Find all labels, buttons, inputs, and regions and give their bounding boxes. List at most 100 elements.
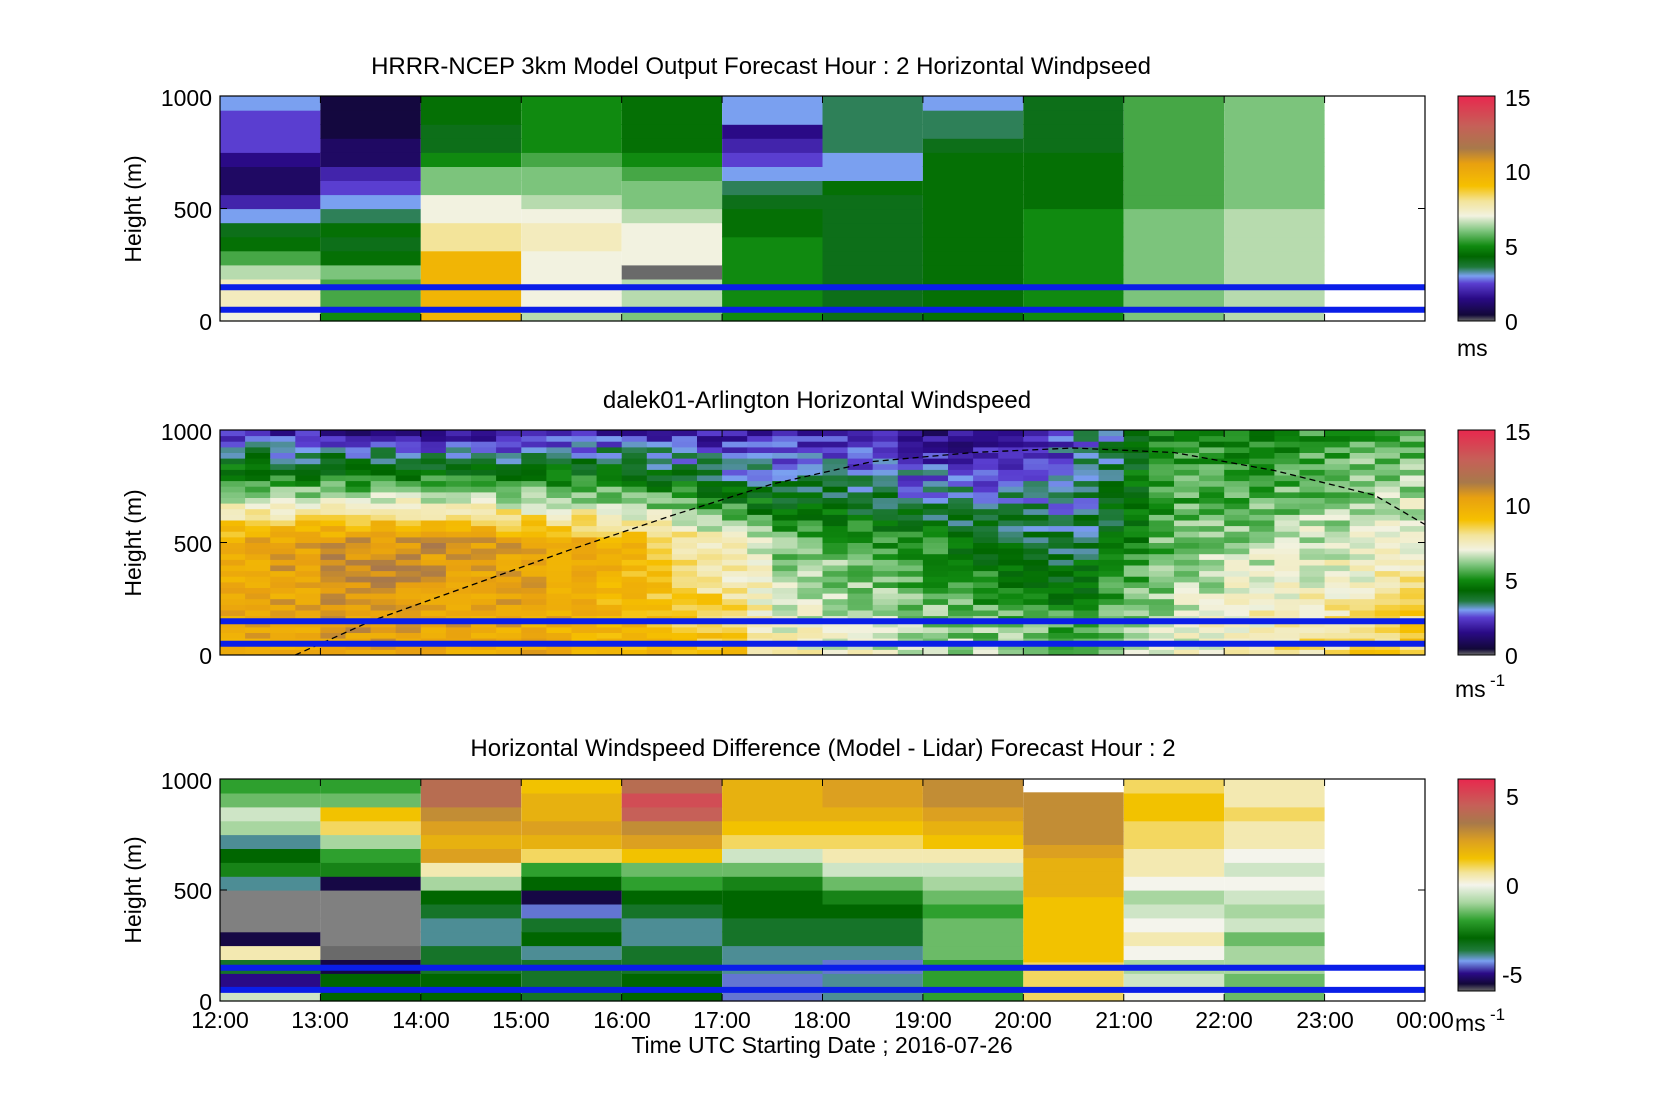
heatmap-cell [471, 508, 497, 515]
heatmap-cell [897, 587, 924, 594]
heatmap-cell [471, 626, 497, 633]
heatmap-cell [1274, 441, 1300, 448]
heatmap-cell [1374, 463, 1401, 470]
heatmap-cell [320, 945, 421, 960]
heatmap-cell [1023, 576, 1049, 583]
heatmap-cell [521, 593, 547, 600]
heatmap-cell [1249, 576, 1275, 583]
heatmap-cell [722, 531, 748, 538]
heatmap-cell [822, 570, 848, 577]
heatmap-cell [822, 604, 848, 611]
heatmap-cell [1123, 903, 1225, 919]
heatmap-cell [822, 779, 923, 794]
heatmap-cell [320, 587, 346, 594]
heatmap-cell [922, 222, 1024, 238]
heatmap-cell [1274, 491, 1300, 498]
heatmap-cell [1224, 536, 1250, 543]
heatmap-cell [973, 486, 999, 493]
heatmap-cell [1224, 96, 1325, 111]
heatmap-cell [922, 531, 949, 538]
heatmap-cell [922, 514, 949, 521]
heatmap-cell [295, 553, 321, 560]
heatmap-cell [1224, 649, 1250, 656]
heatmap-cell [1098, 430, 1125, 437]
heatmap-cell [747, 446, 773, 453]
heatmap-cell [1174, 508, 1200, 515]
heatmap-cell [521, 548, 547, 555]
heatmap-cell [521, 587, 547, 594]
heatmap-cell [320, 570, 346, 577]
heatmap-cell [345, 626, 371, 633]
y-axis-label: Height (m) [120, 836, 146, 943]
chart-title-model: HRRR-NCEP 3km Model Output Forecast Hour… [371, 53, 1151, 80]
heatmap-cell [1098, 463, 1125, 470]
heatmap-cell [1374, 458, 1401, 465]
heatmap-cell [822, 536, 848, 543]
heatmap-cell [872, 604, 899, 611]
heatmap-cell [471, 632, 497, 639]
heatmap-cell [1098, 610, 1125, 617]
heatmap-cell [1123, 110, 1225, 125]
heatmap-cell [370, 632, 397, 639]
heatmap-cell [1349, 553, 1376, 560]
heatmap-cell [1374, 503, 1401, 510]
heatmap-cell [973, 441, 999, 448]
heatmap-cell [220, 430, 246, 437]
heatmap-cell [772, 621, 798, 628]
heatmap-cell [445, 525, 472, 532]
heatmap-cell [1048, 542, 1074, 549]
heatmap-cell [320, 632, 346, 639]
heatmap-cell [1174, 458, 1200, 465]
heatmap-cell [295, 565, 321, 572]
heatmap-cell [295, 463, 321, 470]
heatmap-cell [1299, 649, 1325, 656]
heatmap-cell [471, 553, 497, 560]
heatmap-cell [1224, 973, 1325, 988]
heatmap-cell [747, 452, 773, 459]
heatmap-cell [320, 441, 346, 448]
heatmap-cell [797, 542, 823, 549]
heatmap-cell [822, 236, 923, 252]
heatmap-cell [1249, 452, 1275, 459]
heatmap-cell [671, 463, 698, 470]
heatmap-cell [1299, 610, 1325, 617]
heatmap-cell [270, 475, 296, 482]
heatmap-cell [295, 581, 321, 588]
heatmap-cell [872, 475, 899, 482]
heatmap-cell [496, 610, 522, 617]
heatmap-cell [872, 458, 899, 465]
heatmap-cell [646, 525, 673, 532]
heatmap-cell [1123, 581, 1150, 588]
heatmap-cell [872, 581, 899, 588]
heatmap-cell [1324, 520, 1351, 527]
heatmap-cell [822, 890, 923, 905]
heatmap-cell [1148, 531, 1175, 538]
heatmap-cell [320, 497, 346, 504]
heatmap-cell [922, 166, 1024, 181]
heatmap-cell [822, 475, 848, 482]
heatmap-cell [471, 621, 497, 628]
heatmap-cell [395, 542, 422, 549]
heatmap-cell [973, 548, 999, 555]
heatmap-cell [395, 536, 422, 543]
heatmap-cell [345, 458, 371, 465]
heatmap-cell [1299, 525, 1325, 532]
heatmap-cell [1174, 576, 1200, 583]
heatmap-cell [1098, 626, 1125, 633]
heatmap-cell [1023, 514, 1049, 521]
heatmap-cell [772, 548, 798, 555]
heatmap-cell [797, 621, 823, 628]
heatmap-cell [471, 542, 497, 549]
heatmap-cell [621, 531, 648, 538]
heatmap-cell [621, 435, 648, 442]
heatmap-cell [797, 430, 823, 437]
heatmap-cell [471, 570, 497, 577]
heatmap-cell [1148, 469, 1175, 476]
heatmap-cell [948, 649, 974, 656]
colorbar-tick-label: 5 [1505, 568, 1518, 594]
heatmap-cell [998, 649, 1024, 656]
heatmap-cell [722, 598, 748, 605]
heatmap-cell [420, 792, 522, 808]
heatmap-cell [245, 626, 271, 633]
heatmap-cell [546, 508, 572, 515]
